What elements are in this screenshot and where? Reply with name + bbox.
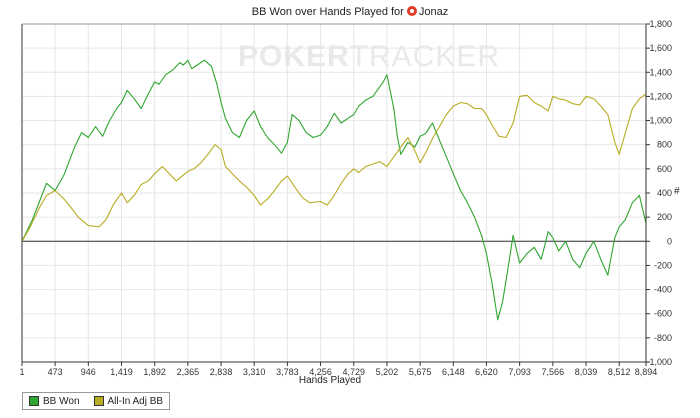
series-line-bb-won [21, 59, 647, 321]
series-group [21, 59, 647, 321]
y-tick-label: 1,400 [649, 67, 672, 77]
x-tick-label: 473 [48, 367, 63, 377]
x-axis-label: Hands Played [298, 375, 362, 386]
y-tick-label: 600 [657, 164, 672, 174]
x-tick-label: 2,365 [177, 367, 200, 377]
chart-title: BB Won over Hands Played for Jonaz [0, 6, 700, 18]
y-tick-label: 1,800 [649, 19, 672, 29]
x-tick-label: 5,675 [409, 367, 432, 377]
x-tick-label: 3,310 [243, 367, 266, 377]
chart-title-player: Jonaz [418, 6, 449, 18]
x-tick-label: 8,512 [608, 367, 631, 377]
y-tick-label: -400 [654, 285, 672, 295]
axes: 1 473 946 1,419 1,892 2,365 2,838 3,310 3,783 4,2… [19, 19, 672, 377]
x-tick-label: 4,256 [309, 367, 332, 377]
x-tick-label: 6,620 [475, 367, 498, 377]
legend-label-all-in-adj-bb: All-In Adj BB [107, 395, 164, 407]
legend: BB Won All-In Adj BB [22, 392, 171, 410]
y-tick-label: 400 [657, 188, 672, 198]
y-tick-label: 1,000 [649, 116, 672, 126]
y-tick-label: 1,200 [649, 91, 672, 101]
legend-swatch-all-in-adj-bb [93, 396, 104, 406]
watermark-logo: POKERTRACKER [238, 40, 500, 74]
legend-swatch-bb-won [29, 396, 39, 406]
x-tick-label: 7,093 [508, 367, 531, 377]
x-tick-label: 1,892 [143, 367, 166, 377]
y-tick-label: -1,000 [646, 357, 672, 367]
x-tick-label: 6,148 [442, 367, 465, 377]
watermark-text-bold: POKER [238, 40, 350, 73]
y-tick-label: 0 [667, 236, 672, 246]
x-tick-label: 5,202 [376, 367, 399, 377]
x-tick-label: 1 [19, 367, 24, 377]
watermark-text-light: TRACKER [349, 40, 501, 73]
y-tick-label: 200 [657, 212, 672, 222]
x-tick-label: 7,566 [542, 367, 565, 377]
series-line-all-in-adj-bb [21, 93, 647, 242]
x-tick-label: 2,838 [210, 367, 233, 377]
x-tick-label: 4,729 [342, 367, 365, 377]
x-tick-label: 1,419 [110, 367, 133, 377]
y-axis-label: # [674, 186, 680, 197]
chart-title-text: BB Won over Hands Played for [251, 6, 404, 18]
y-tick-label: 800 [657, 140, 672, 150]
y-tick-label: 1,600 [649, 43, 672, 53]
y-tick-label: -800 [654, 333, 672, 343]
x-tick-label: 946 [81, 367, 96, 377]
legend-item-bb-won[interactable]: BB Won [29, 396, 80, 407]
legend-item-all-in-adj-bb[interactable]: All-In Adj BB [93, 395, 164, 407]
y-tick-label: -600 [654, 309, 672, 319]
x-tick-label: 8,894 [635, 367, 658, 377]
legend-label-bb-won: BB Won [43, 395, 80, 407]
x-tick-label: 3,783 [276, 367, 299, 377]
y-tick-label: -200 [654, 260, 672, 270]
x-tick-label: 8,039 [575, 367, 598, 377]
player-avatar-icon [406, 6, 417, 16]
grid [21, 23, 647, 363]
